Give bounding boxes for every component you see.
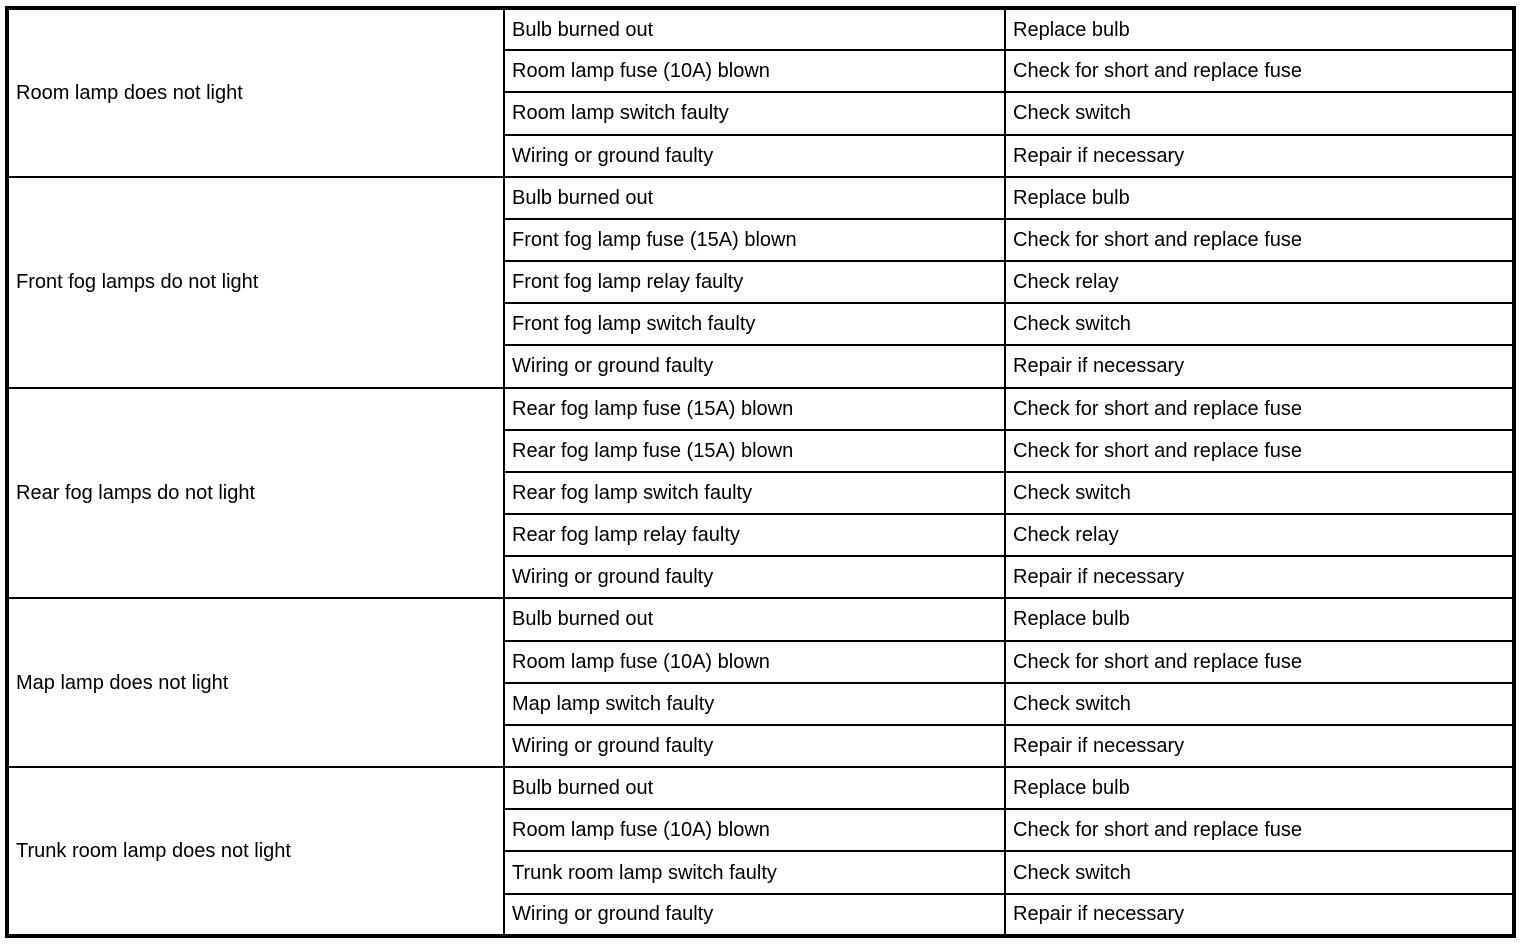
troubleshooting-table: Room lamp does not light Bulb burned out R… bbox=[5, 6, 1516, 938]
cause-cell: Rear fog lamp switch faulty bbox=[503, 470, 1006, 516]
cause-cell: Room lamp switch faulty bbox=[503, 91, 1006, 136]
cause-cell: Room lamp fuse (10A) blown bbox=[503, 49, 1006, 94]
table-row: Wiring or ground faulty Repair if necessa… bbox=[7, 723, 1515, 769]
cause-cell: Rear fog lamp relay faulty bbox=[503, 513, 1006, 558]
table-row: Rear fog lamps do not light Rear fog lamp… bbox=[6, 386, 1515, 600]
table-row: Rear fog lamp relay faulty Check relay bbox=[7, 513, 1515, 558]
remedy-cell: Check for short and replace fuse bbox=[1004, 428, 1515, 473]
table-row: Wiring or ground faulty Repair if necessa… bbox=[7, 133, 1515, 178]
remedy-cell: Check switch bbox=[1004, 470, 1515, 516]
table-row: Rear fog lamp switch faulty Check switch bbox=[7, 470, 1515, 516]
table-row: Room lamp fuse (10A) blown Check for shor… bbox=[7, 808, 1515, 853]
cause-cell: Map lamp switch faulty bbox=[503, 681, 1006, 726]
remedy-cell: Replace bulb bbox=[1004, 175, 1515, 220]
table-row: Trunk room lamp switch faulty Check switc… bbox=[7, 850, 1515, 895]
remedy-cell: Check switch bbox=[1004, 850, 1515, 895]
symptom-cell: Rear fog lamps do not light bbox=[6, 386, 505, 600]
cause-cell: Bulb burned out bbox=[503, 175, 1006, 220]
table-row: Front fog lamp relay faulty Check relay bbox=[7, 260, 1515, 305]
cause-cell: Trunk room lamp switch faulty bbox=[503, 850, 1006, 895]
table-row: Front fog lamp switch faulty Check switch bbox=[7, 302, 1515, 347]
table-row: Map lamp switch faulty Check switch bbox=[7, 681, 1515, 726]
remedy-cell: Repair if necessary bbox=[1004, 133, 1515, 178]
symptom-cell: Trunk room lamp does not light bbox=[6, 766, 505, 937]
remedy-cell: Replace bulb bbox=[1004, 766, 1515, 811]
table-row: Map lamp does not light Bulb burned out Re… bbox=[6, 597, 1515, 769]
cause-cell: Wiring or ground faulty bbox=[503, 344, 1006, 389]
cause-cell: Bulb burned out bbox=[503, 597, 1006, 642]
table-row: Front fog lamps do not light Bulb burned … bbox=[6, 175, 1515, 389]
table-row: Room lamp fuse (10A) blown Check for shor… bbox=[7, 639, 1515, 684]
cause-cell: Wiring or ground faulty bbox=[503, 555, 1006, 600]
table-row: Wiring or ground faulty Repair if necessa… bbox=[7, 344, 1515, 389]
table-row: Trunk room lamp does not light Bulb burne… bbox=[6, 766, 1515, 937]
symptom-cell: Front fog lamps do not light bbox=[6, 175, 505, 389]
remedy-cell: Replace bulb bbox=[1004, 597, 1515, 642]
remedy-cell: Replace bulb bbox=[1004, 6, 1515, 52]
remedy-cell: Check relay bbox=[1004, 260, 1515, 305]
table-row: Wiring or ground faulty Repair if necessa… bbox=[7, 555, 1515, 600]
cause-cell: Room lamp fuse (10A) blown bbox=[503, 639, 1006, 684]
table-row: Room lamp does not light Bulb burned out R… bbox=[6, 6, 1515, 178]
remedy-cell: Repair if necessary bbox=[1004, 555, 1515, 600]
cause-cell: Rear fog lamp fuse (15A) blown bbox=[503, 386, 1006, 431]
remedy-cell: Check for short and replace fuse bbox=[1004, 49, 1515, 94]
table-row: Front fog lamp fuse (15A) blown Check for… bbox=[7, 217, 1515, 263]
table-row: Rear fog lamp fuse (15A) blown Check for … bbox=[7, 428, 1515, 473]
symptom-cell: Room lamp does not light bbox=[6, 7, 505, 178]
remedy-cell: Check switch bbox=[1004, 91, 1515, 136]
cause-cell: Bulb burned out bbox=[503, 766, 1006, 811]
cause-cell: Wiring or ground faulty bbox=[503, 892, 1006, 938]
remedy-cell: Check switch bbox=[1004, 302, 1515, 347]
cause-cell: Wiring or ground faulty bbox=[503, 133, 1006, 178]
cause-cell: Front fog lamp switch faulty bbox=[503, 302, 1006, 347]
remedy-cell: Repair if necessary bbox=[1004, 344, 1515, 389]
cause-cell: Room lamp fuse (10A) blown bbox=[503, 808, 1006, 853]
remedy-cell: Repair if necessary bbox=[1004, 892, 1515, 938]
table-row: Wiring or ground faulty Repair if necessa… bbox=[7, 892, 1515, 938]
cause-cell: Rear fog lamp fuse (15A) blown bbox=[503, 428, 1006, 473]
table-row: Room lamp switch faulty Check switch bbox=[7, 91, 1515, 136]
remedy-cell: Check switch bbox=[1004, 681, 1515, 726]
remedy-cell: Check for short and replace fuse bbox=[1004, 808, 1515, 853]
troubleshooting-table-body: Room lamp does not light Bulb burned out R… bbox=[6, 6, 1515, 938]
remedy-cell: Check for short and replace fuse bbox=[1004, 639, 1515, 684]
remedy-cell: Check for short and replace fuse bbox=[1004, 217, 1515, 263]
remedy-cell: Check relay bbox=[1004, 513, 1515, 558]
remedy-cell: Repair if necessary bbox=[1004, 723, 1515, 769]
remedy-cell: Check for short and replace fuse bbox=[1004, 386, 1515, 431]
table-row: Room lamp fuse (10A) blown Check for shor… bbox=[7, 49, 1515, 94]
cause-cell: Front fog lamp fuse (15A) blown bbox=[503, 217, 1006, 263]
cause-cell: Bulb burned out bbox=[503, 6, 1006, 52]
cause-cell: Wiring or ground faulty bbox=[503, 723, 1006, 769]
symptom-cell: Map lamp does not light bbox=[6, 597, 505, 769]
cause-cell: Front fog lamp relay faulty bbox=[503, 260, 1006, 305]
